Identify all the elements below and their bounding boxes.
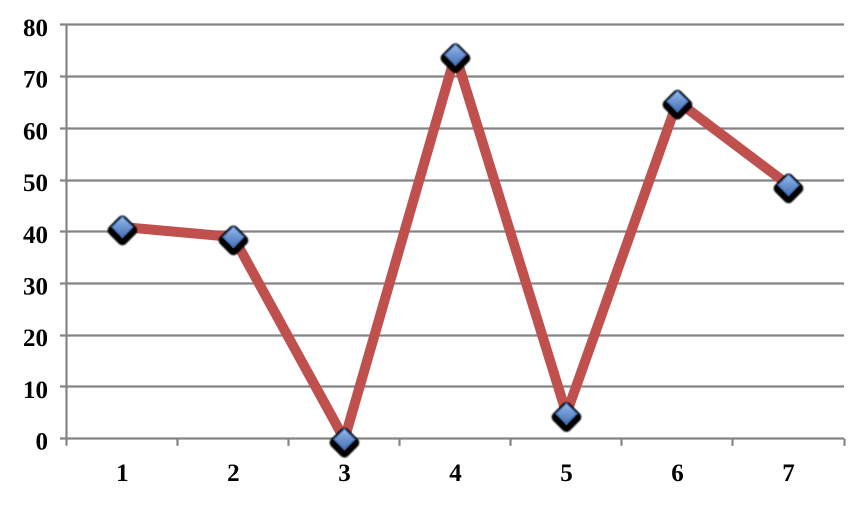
svg-text:40: 40 xyxy=(23,222,48,249)
svg-text:10: 10 xyxy=(23,377,48,404)
svg-text:20: 20 xyxy=(23,325,48,352)
svg-text:6: 6 xyxy=(671,460,684,487)
svg-text:1: 1 xyxy=(116,460,129,487)
svg-text:70: 70 xyxy=(23,67,48,94)
svg-text:80: 80 xyxy=(23,15,48,42)
svg-text:30: 30 xyxy=(23,273,48,300)
svg-text:0: 0 xyxy=(36,429,49,456)
svg-text:3: 3 xyxy=(338,460,351,487)
svg-text:2: 2 xyxy=(227,460,240,487)
svg-text:7: 7 xyxy=(782,460,795,487)
svg-text:50: 50 xyxy=(23,170,48,197)
svg-text:5: 5 xyxy=(560,460,573,487)
svg-text:60: 60 xyxy=(23,118,48,145)
svg-text:4: 4 xyxy=(449,460,462,487)
